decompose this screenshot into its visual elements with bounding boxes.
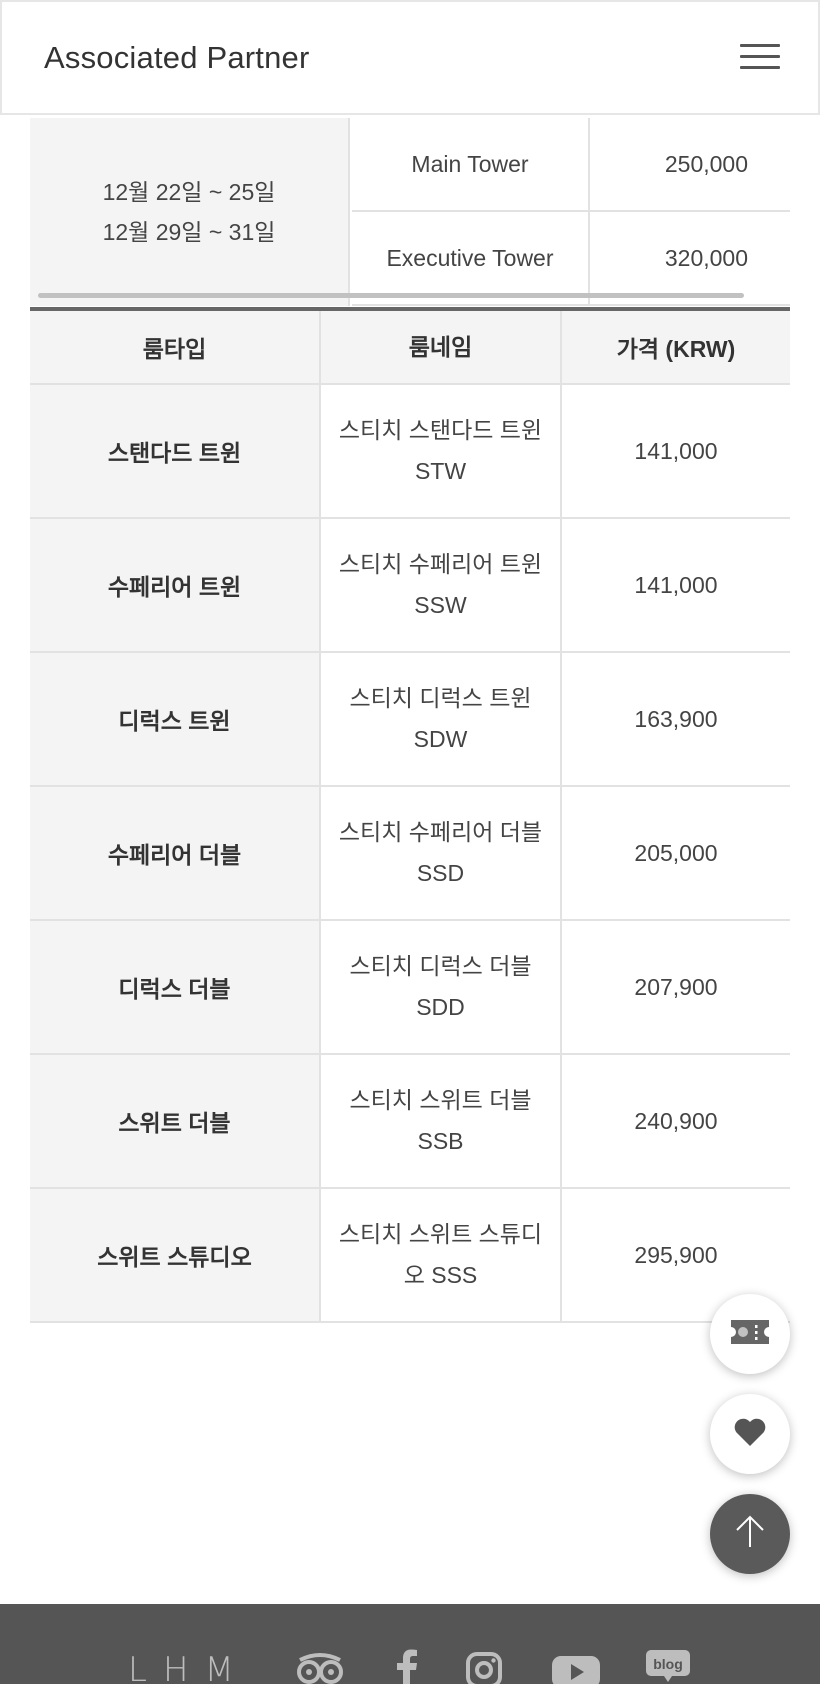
peak-season-table[interactable]: 12월 22일 ~ 25일 12월 29일 ~ 31일 Main Tower 2… — [30, 118, 790, 308]
tower-cell: Main Tower — [352, 118, 590, 212]
room-name-cell: 스티치 스위트 스튜디오 SSS — [321, 1189, 562, 1321]
room-type-cell: 수페리어 트윈 — [30, 519, 321, 651]
table-row: 스위트 스튜디오 스티치 스위트 스튜디오 SSS 295,900 — [30, 1189, 790, 1323]
period-line-1: 12월 22일 ~ 25일 — [102, 179, 276, 205]
room-type-cell: 수페리어 더블 — [30, 787, 321, 919]
column-header-price: 가격 (KRW) — [562, 311, 790, 383]
room-name-cell: 스티치 수페리어 트윈 SSW — [321, 519, 562, 651]
table-divider — [30, 307, 790, 311]
blog-icon[interactable]: blog — [646, 1648, 690, 1684]
room-name-cell: 스티치 디럭스 트윈 SDW — [321, 653, 562, 785]
table-header-row: 룸타입 룸네임 가격 (KRW) — [30, 311, 790, 385]
instagram-icon[interactable] — [466, 1648, 502, 1684]
tripadvisor-icon[interactable] — [296, 1648, 344, 1684]
room-type-cell: 디럭스 트윈 — [30, 653, 321, 785]
coupon-button[interactable] — [710, 1294, 790, 1374]
facebook-icon[interactable] — [396, 1648, 418, 1684]
blog-icon-label: blog — [653, 1656, 683, 1672]
room-type-cell: 스위트 더블 — [30, 1055, 321, 1187]
room-price-cell: 207,900 — [562, 921, 790, 1053]
table-row: 수페리어 더블 스티치 수페리어 더블 SSD 205,000 — [30, 787, 790, 921]
menu-button[interactable] — [738, 42, 782, 72]
room-name-cell: 스티치 디럭스 더블 SDD — [321, 921, 562, 1053]
column-header-room-name: 룸네임 — [321, 311, 562, 383]
room-price-cell: 240,900 — [562, 1055, 790, 1187]
room-name-cell: 스티치 스위트 더블 SSB — [321, 1055, 562, 1187]
coupon-ticket-icon — [727, 1317, 773, 1352]
column-header-room-type: 룸타입 — [30, 311, 321, 383]
footer: LHM blog — [0, 1604, 820, 1684]
price-cell: 320,000 — [590, 212, 790, 306]
tower-cell: Executive Tower — [352, 212, 590, 306]
room-price-cell: 141,000 — [562, 519, 790, 651]
youtube-icon[interactable] — [552, 1648, 600, 1684]
arrow-up-icon — [733, 1514, 767, 1555]
hamburger-menu-icon — [740, 44, 780, 47]
hamburger-menu-icon-bar — [740, 55, 780, 58]
table-row: 스탠다드 트윈 스티치 스탠다드 트윈 STW 141,000 — [30, 385, 790, 519]
room-type-cell: 스탠다드 트윈 — [30, 385, 321, 517]
room-name-cell: 스티치 수페리어 더블 SSD — [321, 787, 562, 919]
horizontal-scrollbar[interactable] — [38, 293, 744, 298]
room-price-table: 룸타입 룸네임 가격 (KRW) 스탠다드 트윈 스티치 스탠다드 트윈 STW… — [30, 311, 790, 1323]
room-type-cell: 스위트 스튜디오 — [30, 1189, 321, 1321]
top-header: Associated Partner — [0, 0, 820, 115]
table-row: 수페리어 트윈 스티치 수페리어 트윈 SSW 141,000 — [30, 519, 790, 653]
heart-icon — [733, 1417, 767, 1452]
room-name-cell: 스티치 스탠다드 트윈 STW — [321, 385, 562, 517]
price-cell: 250,000 — [590, 118, 790, 212]
scroll-top-button[interactable] — [710, 1494, 790, 1574]
table-row: 디럭스 트윈 스티치 디럭스 트윈 SDW 163,900 — [30, 653, 790, 787]
page-title: Associated Partner — [44, 40, 310, 75]
wishlist-button[interactable] — [710, 1394, 790, 1474]
room-price-cell: 205,000 — [562, 787, 790, 919]
room-price-cell: 141,000 — [562, 385, 790, 517]
table-row: 스위트 더블 스티치 스위트 더블 SSB 240,900 — [30, 1055, 790, 1189]
period-line-2: 12월 29일 ~ 31일 — [102, 219, 276, 245]
footer-brand-logo: LHM — [128, 1650, 250, 1684]
hamburger-menu-icon-bar — [740, 66, 780, 69]
room-price-cell: 163,900 — [562, 653, 790, 785]
period-cell: 12월 22일 ~ 25일 12월 29일 ~ 31일 — [30, 118, 350, 306]
table-row: 디럭스 더블 스티치 디럭스 더블 SDD 207,900 — [30, 921, 790, 1055]
room-type-cell: 디럭스 더블 — [30, 921, 321, 1053]
